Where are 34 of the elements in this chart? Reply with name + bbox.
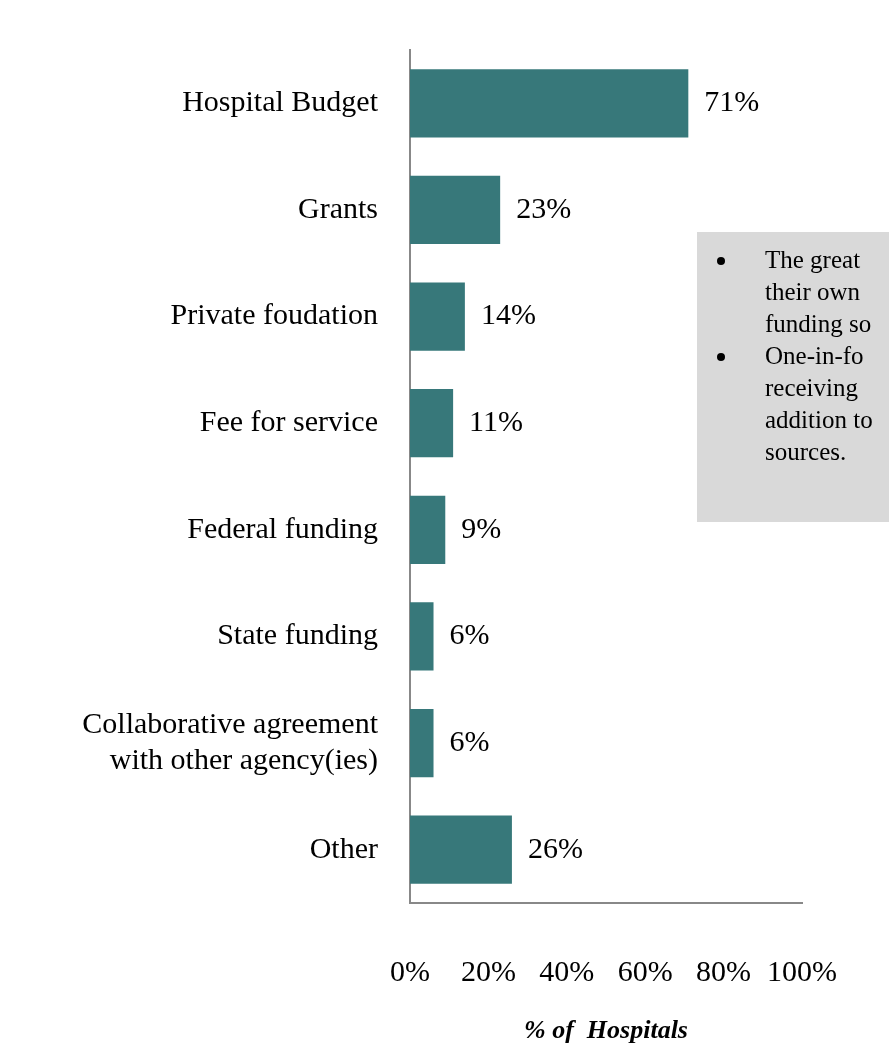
- bar: [410, 282, 465, 351]
- x-axis-title: % of Hospitals: [524, 1015, 688, 1045]
- x-tick-label: 60%: [617, 953, 673, 987]
- bar: [410, 495, 446, 564]
- data-label: 9%: [461, 510, 502, 544]
- x-tick-label: 0%: [390, 953, 430, 987]
- bar: [410, 815, 512, 884]
- y-tick-label: Other: [309, 830, 378, 864]
- y-tick-label: Federal funding: [187, 510, 378, 544]
- x-tick-label: 80%: [696, 953, 752, 987]
- data-label: 11%: [469, 404, 524, 438]
- x-tick-label: 20%: [460, 953, 516, 987]
- data-label: 71%: [704, 84, 760, 118]
- data-label: 6%: [449, 723, 490, 757]
- y-tick-label: Collaborative agreement with other agency(ies): [82, 705, 379, 776]
- data-label: 6%: [449, 617, 490, 651]
- annotation: One-in-fo receiving addition to sources.: [764, 341, 874, 467]
- y-tick-label: Hospital Budget: [182, 84, 379, 118]
- y-tick-label: Grants: [298, 190, 378, 224]
- bar: [410, 602, 434, 671]
- x-tick-label: 40%: [539, 953, 595, 987]
- y-tick-label: Fee for service: [199, 404, 378, 438]
- bar: [410, 389, 454, 458]
- y-tick-label: Private foudation: [170, 297, 378, 331]
- note-box: The great their own funding so One-in-fo receiving addition to sources.: [697, 232, 889, 522]
- bar: [410, 69, 689, 138]
- data-label: 23%: [516, 190, 572, 224]
- y-tick-label: State funding: [217, 617, 378, 651]
- data-label: 14%: [480, 297, 536, 331]
- bar: [410, 175, 501, 245]
- bar: [410, 708, 434, 778]
- data-label: 26%: [527, 830, 583, 864]
- annotation: The great their own funding so: [764, 245, 873, 339]
- x-tick-label: 100%: [767, 953, 837, 987]
